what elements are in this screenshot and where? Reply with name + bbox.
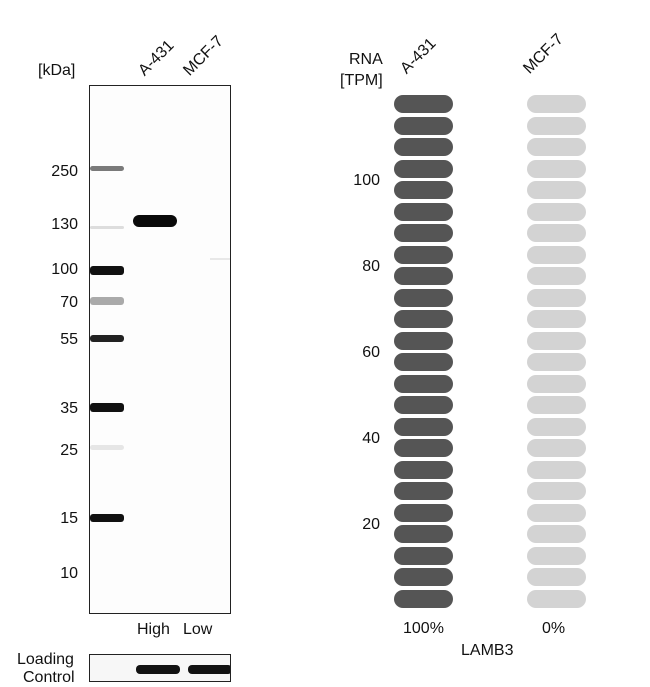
rna-value-mcf7: 0% <box>542 620 566 637</box>
rna-tick-20: 20 <box>362 516 380 533</box>
marker-label-100: 100 <box>51 261 78 278</box>
ladder-band-250 <box>90 166 124 171</box>
rna-segment-mcf7-12 <box>527 353 586 371</box>
rna-tick-100: 100 <box>353 172 380 189</box>
marker-label-15: 15 <box>60 510 78 527</box>
rna-segment-mcf7-24 <box>527 95 586 113</box>
rna-segment-a431-22 <box>394 138 453 156</box>
rna-tick-80: 80 <box>362 258 380 275</box>
rna-segment-mcf7-22 <box>527 138 586 156</box>
rna-segment-mcf7-5 <box>527 503 586 522</box>
rna-segment-mcf7-3 <box>527 546 586 565</box>
a431-protein-band <box>133 215 177 227</box>
rna-segment-a431-16 <box>394 267 453 285</box>
rna-segment-mcf7-18 <box>527 224 586 242</box>
rna-segment-mcf7-20 <box>527 181 586 199</box>
rna-tick-60: 60 <box>362 344 380 361</box>
rna-segment-a431-8 <box>394 439 453 457</box>
rna-tick-40: 40 <box>362 430 380 447</box>
mcf7-faint-band <box>210 258 230 260</box>
marker-label-55: 55 <box>60 331 78 348</box>
ladder-band-55 <box>90 335 124 342</box>
rna-segment-mcf7-11 <box>527 374 586 393</box>
level-label-low: Low <box>183 621 213 638</box>
rna-segment-mcf7-23 <box>527 116 586 135</box>
rna-segment-a431-17 <box>394 245 453 264</box>
marker-label-130: 130 <box>51 216 78 233</box>
rna-segment-mcf7-14 <box>527 310 586 328</box>
rna-segment-a431-5 <box>394 503 453 522</box>
lane-label-mcf7: MCF-7 <box>180 32 227 80</box>
rna-segment-a431-3 <box>394 546 453 565</box>
ladder-band-130 <box>90 226 124 229</box>
marker-label-25: 25 <box>60 442 78 459</box>
rna-segment-a431-20 <box>394 181 453 199</box>
ladder-band-100 <box>90 266 124 275</box>
ladder-band-15 <box>90 514 124 522</box>
rna-column-mcf7 <box>527 0 586 687</box>
rna-segment-mcf7-19 <box>527 202 586 221</box>
rna-segment-mcf7-15 <box>527 288 586 307</box>
rna-segment-mcf7-7 <box>527 460 586 479</box>
marker-label-10: 10 <box>60 565 78 582</box>
rna-segment-mcf7-2 <box>527 568 586 586</box>
rna-segment-a431-9 <box>394 417 453 436</box>
rna-segment-a431-23 <box>394 116 453 135</box>
rna-segment-a431-1 <box>394 589 453 608</box>
rna-segment-a431-10 <box>394 396 453 414</box>
rna-segment-a431-19 <box>394 202 453 221</box>
rna-segment-a431-13 <box>394 331 453 350</box>
rna-segment-mcf7-6 <box>527 482 586 500</box>
rna-segment-a431-14 <box>394 310 453 328</box>
rna-segment-a431-7 <box>394 460 453 479</box>
marker-label-35: 35 <box>60 400 78 417</box>
rna-column-a431 <box>394 0 453 687</box>
rna-title-line1: RNA <box>349 51 383 68</box>
rna-segment-mcf7-17 <box>527 245 586 264</box>
loading-control-band-mcf7 <box>188 665 230 674</box>
rna-segment-mcf7-21 <box>527 159 586 178</box>
rna-title-line2: [TPM] <box>340 72 383 89</box>
rna-segment-a431-21 <box>394 159 453 178</box>
marker-label-250: 250 <box>51 163 78 180</box>
rna-segment-a431-15 <box>394 288 453 307</box>
ladder-band-25 <box>90 445 124 450</box>
marker-label-70: 70 <box>60 294 78 311</box>
rna-segment-a431-2 <box>394 568 453 586</box>
rna-gene-label: LAMB3 <box>461 642 514 659</box>
kda-unit-label: [kDa] <box>38 62 76 79</box>
rna-value-a431: 100% <box>403 620 444 637</box>
rna-segment-a431-18 <box>394 224 453 242</box>
rna-segment-a431-4 <box>394 525 453 543</box>
rna-segment-mcf7-4 <box>527 525 586 543</box>
loading-control-band-a431 <box>136 665 180 674</box>
rna-segment-a431-11 <box>394 374 453 393</box>
lane-label-a431: A-431 <box>135 37 178 80</box>
rna-segment-mcf7-16 <box>527 267 586 285</box>
rna-segment-a431-6 <box>394 482 453 500</box>
rna-segment-mcf7-9 <box>527 417 586 436</box>
ladder-band-35 <box>90 403 124 412</box>
rna-segment-mcf7-13 <box>527 331 586 350</box>
loading-control-blot <box>89 654 231 682</box>
loading-control-label-1: Loading <box>17 651 74 668</box>
rna-segment-mcf7-10 <box>527 396 586 414</box>
rna-segment-a431-12 <box>394 353 453 371</box>
rna-segment-a431-24 <box>394 95 453 113</box>
rna-segment-mcf7-8 <box>527 439 586 457</box>
ladder-band-70 <box>90 297 124 305</box>
western-blot-image <box>89 85 231 614</box>
level-label-high: High <box>137 621 170 638</box>
loading-control-label-2: Control <box>23 669 75 686</box>
rna-segment-mcf7-1 <box>527 589 586 608</box>
